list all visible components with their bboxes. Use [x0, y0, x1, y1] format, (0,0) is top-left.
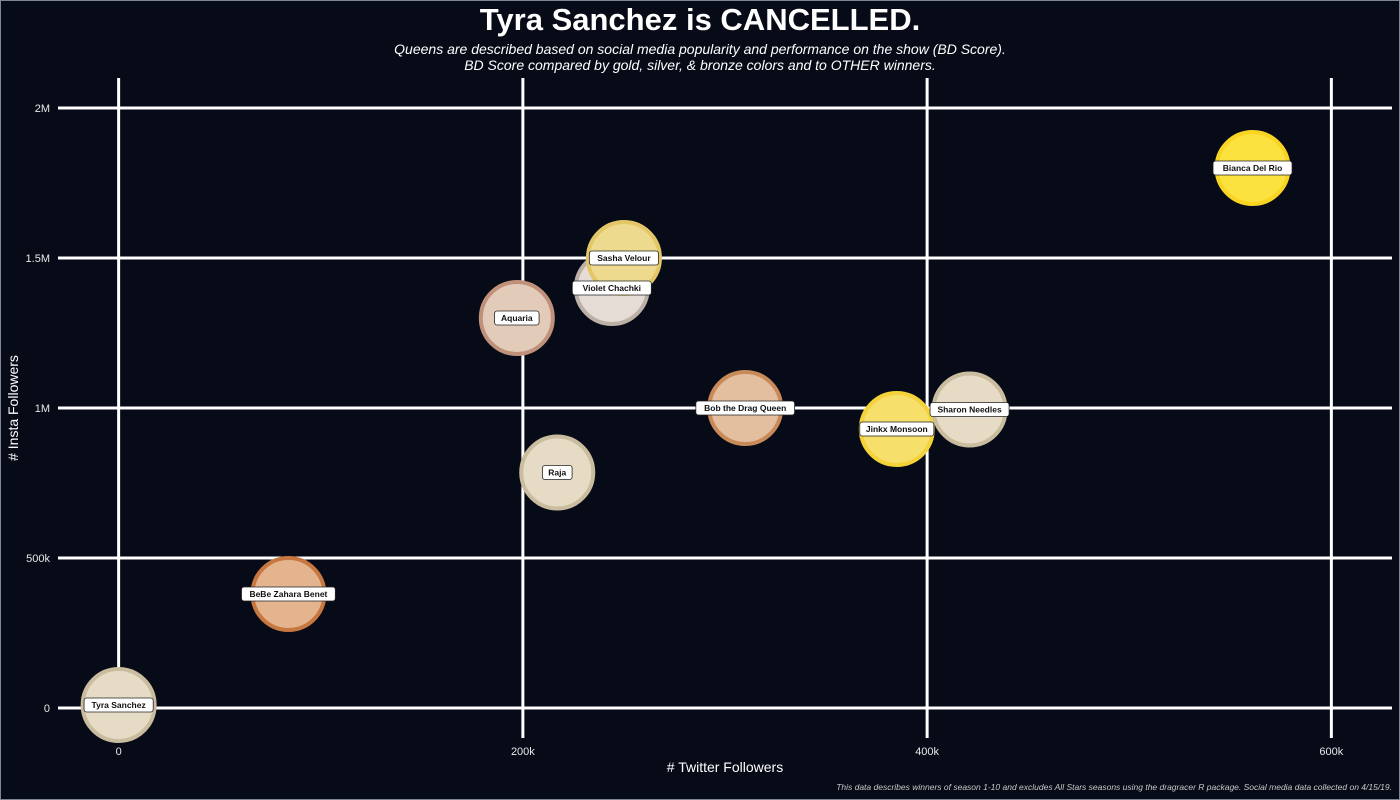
point-label: Jinkx Monsoon [866, 424, 928, 434]
point-label: Sasha Velour [597, 253, 651, 263]
point-label-box [859, 421, 935, 437]
x-axis-label: # Twitter Followers [667, 759, 783, 775]
x-tick-label: 0 [116, 746, 122, 758]
point-label: Bianca Del Rio [1223, 163, 1283, 173]
point-label-box [541, 465, 573, 480]
chart-subtitle-line1: Queens are described based on social med… [394, 41, 1006, 57]
x-tick-label: 200k [511, 746, 535, 758]
point-label: Tyra Sanchez [92, 700, 146, 710]
chart-title: Tyra Sanchez is CANCELLED. [479, 2, 921, 37]
chart-caption: This data describes winners of season 1-… [836, 782, 1392, 792]
y-tick-label: 0 [44, 703, 50, 715]
point-label: Aquaria [501, 313, 533, 323]
point-label: Violet Chachki [583, 283, 641, 293]
point-label-box [588, 250, 659, 266]
y-tick-label: 500k [26, 553, 50, 565]
x-tick-label: 400k [915, 746, 939, 758]
y-tick-label: 1M [35, 403, 50, 415]
point-label-box [571, 280, 652, 296]
chart-subtitle-line2: BD Score compared by gold, silver, & bro… [464, 57, 936, 73]
point-label: Sharon Needles [937, 405, 1002, 415]
x-tick-label: 600k [1319, 746, 1343, 758]
point-label: Raja [548, 468, 566, 478]
point-label: Bob the Drag Queen [704, 403, 786, 413]
point-label: BeBe Zahara Benet [249, 589, 327, 599]
y-tick-label: 2M [35, 103, 50, 115]
point-label-box [494, 310, 540, 326]
y-tick-label: 1.5M [26, 253, 50, 265]
point-label-box [83, 697, 154, 713]
point-label-box [695, 400, 795, 416]
point-label-box [929, 402, 1010, 417]
y-axis-label: # Insta Followers [5, 355, 21, 461]
point-label-box [1212, 160, 1293, 176]
point-label-box [241, 586, 336, 602]
